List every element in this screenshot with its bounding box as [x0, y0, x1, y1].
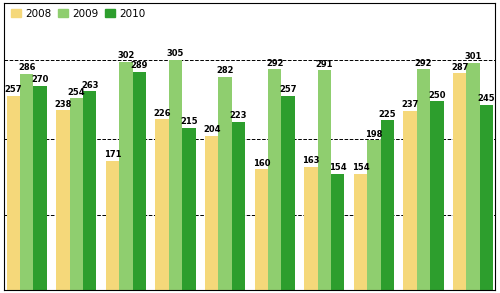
Bar [380, 120, 394, 290]
Text: 289: 289 [130, 61, 148, 70]
Text: 215: 215 [180, 117, 198, 126]
Bar [70, 98, 83, 290]
Bar [354, 174, 368, 290]
Text: 270: 270 [32, 76, 49, 84]
Bar [34, 86, 47, 290]
Bar [232, 122, 245, 290]
Bar [466, 62, 480, 290]
Bar [56, 110, 70, 290]
Bar [480, 105, 493, 290]
Bar [182, 127, 196, 290]
Bar [83, 91, 96, 290]
Bar [120, 62, 132, 290]
Text: 292: 292 [266, 59, 283, 68]
Bar [368, 140, 380, 290]
Bar [430, 101, 444, 290]
Bar [318, 70, 331, 290]
Text: 154: 154 [352, 163, 370, 172]
Text: 160: 160 [252, 159, 270, 168]
Text: 292: 292 [415, 59, 432, 68]
Text: 291: 291 [316, 59, 333, 69]
Bar [106, 161, 120, 290]
Bar [218, 77, 232, 290]
Bar [6, 96, 20, 290]
Text: 226: 226 [154, 109, 171, 118]
Text: 245: 245 [478, 94, 496, 103]
Bar [304, 167, 318, 290]
Text: 287: 287 [451, 63, 468, 71]
Text: 223: 223 [230, 111, 248, 120]
Text: 282: 282 [216, 67, 234, 75]
Bar [254, 169, 268, 290]
Text: 250: 250 [428, 91, 446, 100]
Text: 154: 154 [329, 163, 346, 172]
Bar [453, 73, 466, 290]
Bar [417, 69, 430, 290]
Bar [268, 69, 281, 290]
Bar [132, 71, 146, 290]
Text: 198: 198 [366, 130, 382, 139]
Bar [169, 59, 182, 290]
Bar [205, 136, 218, 290]
Legend: 2008, 2009, 2010: 2008, 2009, 2010 [6, 5, 150, 23]
Text: 263: 263 [81, 81, 98, 90]
Text: 225: 225 [378, 110, 396, 118]
Bar [404, 111, 417, 290]
Text: 305: 305 [167, 49, 184, 58]
Text: 204: 204 [203, 125, 220, 134]
Bar [20, 74, 34, 290]
Text: 302: 302 [118, 51, 134, 60]
Text: 257: 257 [4, 85, 22, 94]
Text: 237: 237 [402, 100, 419, 109]
Text: 171: 171 [104, 150, 122, 159]
Bar [282, 96, 295, 290]
Text: 238: 238 [54, 100, 72, 109]
Text: 257: 257 [280, 85, 297, 94]
Bar [331, 174, 344, 290]
Text: 163: 163 [302, 156, 320, 166]
Text: 301: 301 [464, 52, 482, 61]
Text: 286: 286 [18, 63, 36, 72]
Text: 254: 254 [68, 88, 85, 97]
Bar [156, 119, 169, 290]
